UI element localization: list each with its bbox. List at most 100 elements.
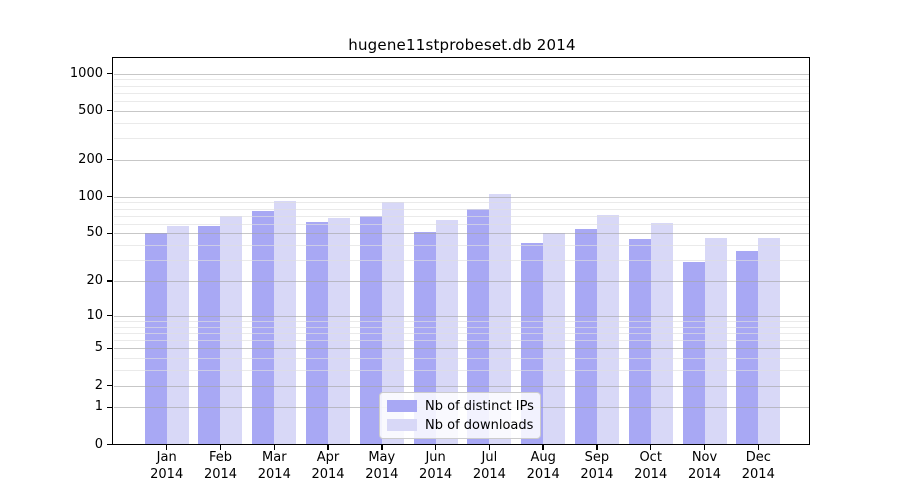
x-tick-mark-sep	[596, 445, 598, 450]
bar-ips-jun	[413, 232, 436, 445]
x-tick-year: 2014	[687, 466, 722, 482]
y-tick-label-200: 200	[78, 151, 103, 167]
gridline-minor-300	[114, 138, 809, 139]
x-tick-mark-aug	[542, 445, 544, 450]
bar-ips-oct	[628, 238, 651, 445]
gridline-minor-6	[114, 340, 809, 341]
bar-downloads-nov	[704, 237, 727, 445]
legend-swatch	[387, 400, 417, 412]
gridline-minor-70	[114, 215, 809, 217]
bar-ips-may	[359, 215, 382, 445]
gridline-minor-90	[114, 202, 809, 204]
x-tick-year: 2014	[472, 466, 506, 482]
y-tick-mark-5	[107, 347, 113, 350]
y-tick-label-1: 1	[94, 399, 103, 415]
y-tick-mark-500	[107, 109, 113, 112]
y-tick-mark-100	[107, 195, 113, 198]
x-tick-month: Jul	[481, 450, 498, 465]
x-tick-mark-may	[381, 445, 383, 450]
bar-downloads-jul	[489, 194, 512, 445]
x-tick-label-feb: Feb 2014	[191, 450, 251, 483]
x-tick-month: May	[368, 450, 396, 465]
bar-downloads-jun	[435, 220, 458, 445]
legend-item-downloads: Nb of downloads	[380, 417, 540, 433]
gridline-major-5	[114, 348, 809, 350]
x-tick-label-jun: Jun 2014	[406, 450, 466, 483]
y-tick-mark-10	[107, 314, 113, 317]
x-tick-year: 2014	[526, 466, 560, 482]
x-tick-mark-nov	[703, 445, 706, 450]
bar-ips-dec	[736, 250, 759, 445]
gridline-minor-400	[114, 122, 809, 124]
y-tick-label-100: 100	[78, 188, 103, 204]
gridline-major-100	[114, 196, 809, 198]
x-tick-month: Jan	[156, 450, 177, 465]
gridline-major-10	[114, 315, 809, 317]
gridline-minor-4	[114, 358, 809, 360]
x-tick-year: 2014	[419, 466, 453, 482]
x-tick-mark-jan	[165, 445, 168, 450]
x-tick-year: 2014	[580, 466, 614, 482]
bar-downloads-aug	[543, 233, 566, 445]
legend: Nb of distinct IPs Nb of downloads	[379, 392, 541, 439]
x-tick-month: Aug	[530, 450, 556, 465]
gridline-minor-30	[114, 260, 809, 262]
gridline-major-200	[114, 159, 809, 161]
bar-downloads-may	[381, 202, 404, 445]
x-tick-label-jul: Jul 2014	[459, 450, 519, 483]
x-tick-year: 2014	[203, 466, 238, 482]
x-tick-year: 2014	[634, 466, 668, 482]
x-tick-label-dec: Dec 2014	[728, 450, 788, 483]
gridline-minor-800	[114, 85, 809, 87]
gridline-minor-9	[114, 320, 809, 322]
gridline-minor-3	[114, 370, 809, 372]
y-tick-mark-50	[107, 232, 113, 235]
gridline-major-1000	[114, 73, 809, 75]
gridline-minor-80	[114, 208, 809, 210]
x-tick-year: 2014	[365, 466, 399, 482]
y-tick-label-20: 20	[86, 273, 103, 288]
bar-ips-nov	[682, 261, 705, 445]
y-tick-mark-1000	[107, 72, 113, 75]
y-tick-label-1000: 1000	[69, 65, 103, 81]
x-tick-mark-mar	[273, 445, 276, 450]
y-tick-mark-200	[107, 158, 113, 161]
x-tick-label-aug: Aug 2014	[513, 450, 573, 483]
x-tick-mark-jul	[488, 445, 491, 450]
x-tick-label-oct: Oct 2014	[621, 450, 681, 483]
gridline-major-500	[114, 110, 809, 112]
gridline-minor-900	[114, 79, 809, 81]
x-tick-label-jan: Jan 2014	[137, 450, 197, 483]
x-tick-label-mar: Mar 2014	[244, 450, 304, 483]
legend-swatch	[387, 419, 417, 431]
x-tick-month: Feb	[208, 450, 233, 465]
x-tick-month: Jun	[425, 450, 446, 465]
bar-downloads-feb	[220, 215, 243, 445]
x-tick-month: Oct	[639, 450, 662, 465]
legend-item-distinct-ips: Nb of distinct IPs	[380, 398, 540, 414]
y-tick-mark-20	[107, 280, 113, 282]
y-tick-label-10: 10	[86, 307, 103, 323]
y-tick-label-0: 0	[94, 436, 103, 452]
legend-label: Nb of distinct IPs	[425, 398, 534, 414]
x-tick-year: 2014	[150, 466, 184, 482]
x-tick-mark-oct	[649, 445, 652, 450]
x-tick-year: 2014	[257, 466, 291, 482]
bar-downloads-oct	[650, 222, 673, 445]
bar-downloads-sep	[596, 214, 619, 445]
y-tick-mark-1	[107, 406, 113, 409]
y-tick-label-2: 2	[94, 377, 103, 393]
gridline-major-20	[114, 281, 809, 282]
gridline-minor-7	[114, 332, 809, 334]
x-tick-month: Nov	[691, 450, 718, 465]
x-tick-month: Mar	[262, 450, 287, 465]
x-tick-month: Dec	[745, 450, 771, 465]
gridline-minor-600	[114, 100, 809, 102]
bar-ips-jan	[144, 233, 167, 445]
x-tick-label-nov: Nov 2014	[675, 450, 735, 483]
bar-downloads-mar	[274, 200, 297, 445]
x-tick-year: 2014	[741, 466, 775, 482]
y-tick-label-500: 500	[78, 102, 103, 118]
gridline-major-2	[114, 385, 809, 387]
